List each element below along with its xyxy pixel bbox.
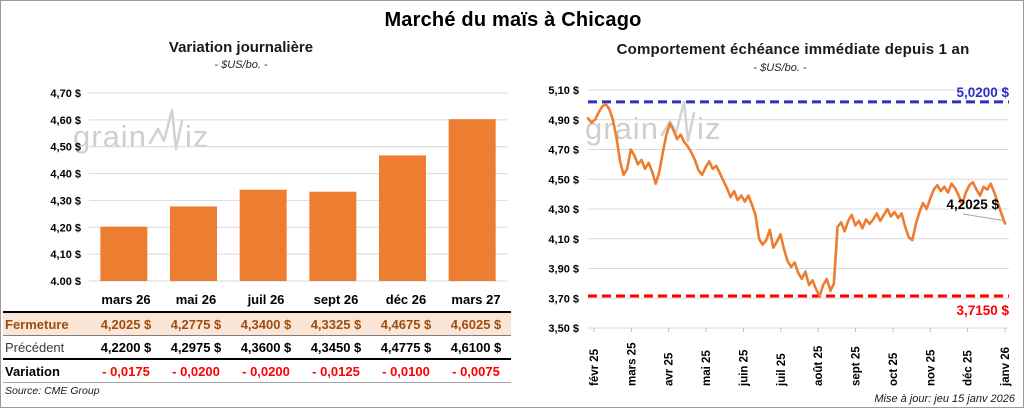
bar-y-tick: 4,20 $ [50,222,81,234]
table-value: 4,2975 $ [161,336,231,360]
bar-juil 26 [239,189,287,281]
update-note: Mise à jour: jeu 15 janv 2026 [874,393,1016,405]
bar-mars 27 [448,119,496,281]
line-y-tick: 3,50 $ [548,323,579,335]
line-y-tick: 5,10 $ [548,85,579,97]
bar-chart-title: Variation journalière [168,39,314,56]
bar-déc 26 [379,155,426,281]
page-title: Marché du maïs à Chicago [384,9,642,31]
line-chart-subtitle: - $US/bo. - [753,62,807,74]
table-col-header: mai 26 [161,287,231,313]
table-col-header: sept 26 [301,287,371,313]
line-y-tick: 4,10 $ [548,234,579,246]
bar-sept 26 [309,191,357,281]
bar-y-tick: 4,00 $ [50,276,81,285]
front-month-line-chart: 3,50 $ 3,70 $ 3,90 $ 4,10 $ 4,30 $ 4,50 $ 4,70… [548,85,1016,405]
line-y-tick: 3,70 $ [548,293,579,305]
price-table: mars 26 mai 26 juil 26 sept 26 déc 26 mars 27… [3,287,511,383]
line-y-tick: 4,50 $ [548,174,579,186]
daily-variation-bar-chart: 4,00 $ 4,10 $ 4,20 $ 4,30 $ 4,40 $ 4,50 $ 4,60… [50,88,507,285]
bar-y-tick: 4,60 $ [50,115,81,127]
line-x-label: janv 26 [1000,347,1012,387]
row-label-fermeture: Fermeture [3,313,91,336]
table-value: - 0,0100 [371,360,441,383]
line-x-label: août 25 [813,345,825,386]
watermark-spike-icon [660,100,696,143]
bar-y-tick: 4,40 $ [50,169,81,181]
table-col-header: mars 27 [441,287,511,313]
line-y-tick: 4,30 $ [548,204,579,216]
line-x-label: mai 25 [701,350,713,386]
bar-y-tick: 4,70 $ [50,88,81,100]
table-value: - 0,0075 [441,360,511,383]
last-price-label: 4,2025 $ [946,197,999,212]
table-value: 4,3450 $ [301,336,371,360]
watermark-text: iz [184,119,210,154]
table-value: 4,3600 $ [231,336,301,360]
line-x-label: oct 25 [888,352,900,386]
bar-y-tick: 4,10 $ [50,249,81,261]
table-value: 4,2200 $ [91,336,161,360]
price-line [586,102,1007,298]
table-value: - 0,0200 [231,360,301,383]
line-y-tick: 4,70 $ [548,145,579,157]
line-y-tick: 3,90 $ [548,264,579,276]
row-label-précédent: Précédent [3,336,91,360]
table-value: 4,2775 $ [161,313,231,336]
table-value: 4,4675 $ [371,313,441,336]
table-value: 4,2025 $ [91,313,161,336]
watermark-text: iz [696,111,722,146]
line-y-tick: 4,90 $ [548,115,579,127]
line-x-label: sept 25 [851,346,863,386]
table-value: - 0,0200 [161,360,231,383]
line-x-label: déc 25 [963,350,975,386]
bar-y-tick: 4,50 $ [50,142,81,154]
line-x-label: juil 25 [776,353,788,387]
source-note: Source: CME Group [5,385,100,397]
bar-mai 26 [170,206,217,281]
table-value: - 0,0125 [301,360,371,383]
table-value: 4,6025 $ [441,313,511,336]
bar-y-tick: 4,30 $ [50,195,81,207]
table-value: 4,6100 $ [441,336,511,360]
line-x-label: mars 25 [626,342,638,386]
line-chart-title: Comportement échéance immédiate depuis 1… [616,41,970,58]
table-value: - 0,0175 [91,360,161,383]
lower-ref-label: 3,7150 $ [956,303,1009,318]
row-label-variation: Variation [3,360,91,383]
table-corner [3,287,91,313]
table-col-header: juil 26 [231,287,301,313]
line-x-label: avr 25 [664,352,676,386]
upper-ref-label: 5,0200 $ [956,85,1009,100]
table-value: 4,3325 $ [301,313,371,336]
line-x-label: juin 25 [738,349,750,387]
table-col-header: mars 26 [91,287,161,313]
table-value: 4,4775 $ [371,336,441,360]
line-x-label: févr 25 [589,348,601,386]
bar-mars 26 [100,226,148,281]
line-x-label: nov 25 [925,349,937,386]
bar-chart-subtitle: - $US/bo. - [214,59,268,71]
table-value: 4,3400 $ [231,313,301,336]
table-col-header: déc 26 [371,287,441,313]
watermark-spike-icon [148,108,184,151]
